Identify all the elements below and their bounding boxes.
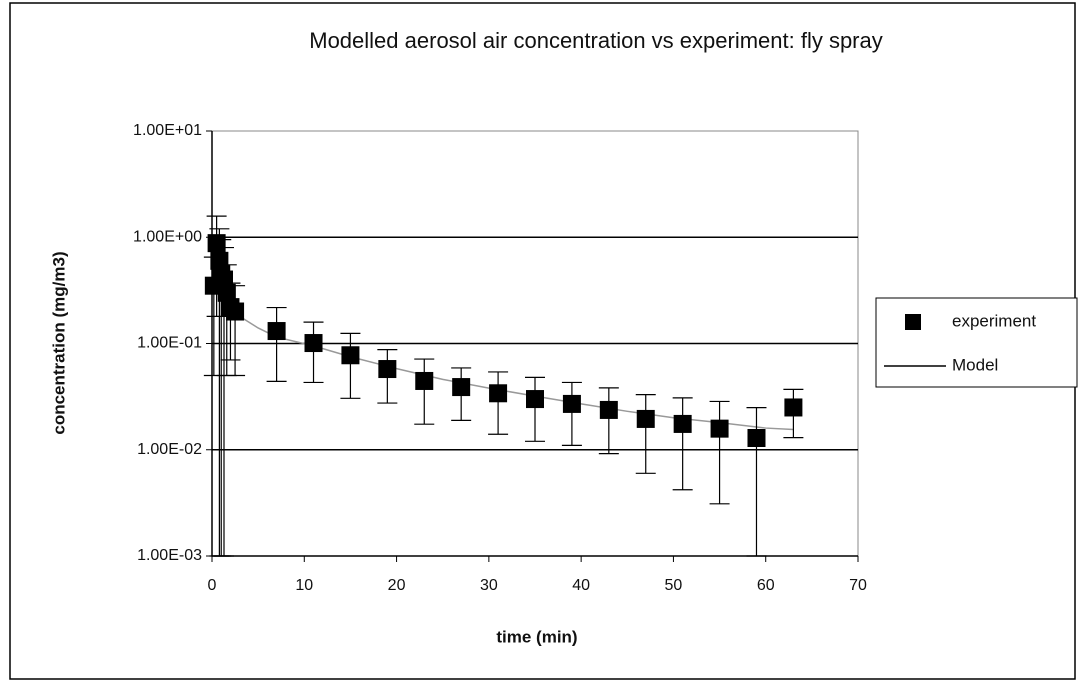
marker [710,419,729,438]
x-tick-label: 40 [572,577,590,594]
marker [526,390,544,409]
x-tick-label: 30 [480,577,498,594]
legend-marker [905,314,921,330]
y-axis-label: concentration (mg/m3) [49,251,68,434]
marker [636,409,655,428]
chart-title: Modelled aerosol air concentration vs ex… [309,28,883,53]
marker [489,384,508,403]
legend-label: Model [952,355,998,374]
legend-label: experiment [952,311,1036,330]
y-tick-label: 1.00E-01 [137,335,202,352]
marker [267,322,286,341]
x-tick-label: 20 [388,577,406,594]
x-tick-label: 0 [208,577,217,594]
marker [673,414,692,433]
x-tick-label: 60 [757,577,775,594]
y-tick-label: 1.00E+00 [133,228,202,245]
marker [747,428,766,447]
y-tick-label: 1.00E-03 [137,547,202,564]
y-tick-label: 1.00E+01 [133,122,202,139]
marker [226,302,245,321]
marker [217,283,236,302]
marker [341,346,360,365]
marker [378,360,397,379]
x-tick-label: 50 [665,577,683,594]
marker [415,371,434,390]
y-tick-label: 1.00E-02 [137,441,202,458]
marker [562,394,581,413]
marker [599,400,618,419]
marker [304,334,323,353]
legend [875,297,1078,388]
x-tick-label: 70 [849,577,867,594]
marker [452,378,471,397]
marker [784,398,803,417]
marker [207,234,226,253]
x-axis-label: time (min) [496,627,577,646]
x-tick-label: 10 [295,577,313,594]
